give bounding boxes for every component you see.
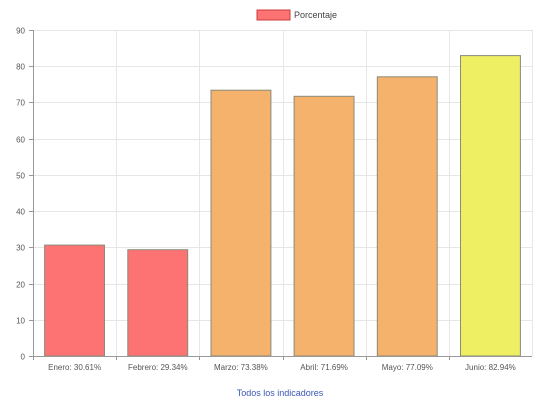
y-tick-label: 0 [21, 353, 26, 362]
y-tick-label: 10 [16, 317, 25, 326]
x-tick-label: Marzo: 73.38% [214, 363, 268, 372]
bar[interactable] [293, 95, 355, 357]
y-tick-label: 80 [16, 63, 25, 72]
bar[interactable] [210, 89, 272, 357]
y-tick-label: 60 [16, 136, 25, 145]
x-tick-label: Febrero: 29.34% [128, 363, 188, 372]
y-tick-label: 90 [16, 27, 25, 36]
x-tick-label: Enero: 30.61% [48, 363, 101, 372]
bars [44, 55, 521, 357]
grid-lines [33, 30, 533, 356]
x-tick-labels: Enero: 30.61% Febrero: 29.34% Marzo: 73.38… [48, 363, 516, 372]
x-axis-title: Todos los indicadores [237, 388, 324, 398]
x-tick-label: Junio: 82.94% [465, 363, 516, 372]
y-tick-label: 20 [16, 281, 25, 290]
y-tick-label: 30 [16, 244, 25, 253]
y-tick-label: 40 [16, 208, 25, 217]
x-tick-label: Abril: 71.69% [300, 363, 348, 372]
y-tick-label: 50 [16, 172, 25, 181]
bar[interactable] [44, 244, 105, 357]
bar[interactable] [460, 55, 521, 357]
y-tick-label: 70 [16, 99, 25, 108]
y-tick-labels: 0 10 20 30 40 50 60 70 80 90 [16, 27, 25, 362]
axes [29, 30, 532, 360]
x-tick-label: Mayo: 77.09% [382, 363, 433, 372]
bar[interactable] [376, 76, 438, 357]
legend-label[interactable]: Porcentaje [294, 10, 337, 20]
bar[interactable] [127, 249, 189, 357]
legend[interactable]: Porcentaje [256, 9, 337, 21]
legend-swatch[interactable] [256, 9, 291, 21]
